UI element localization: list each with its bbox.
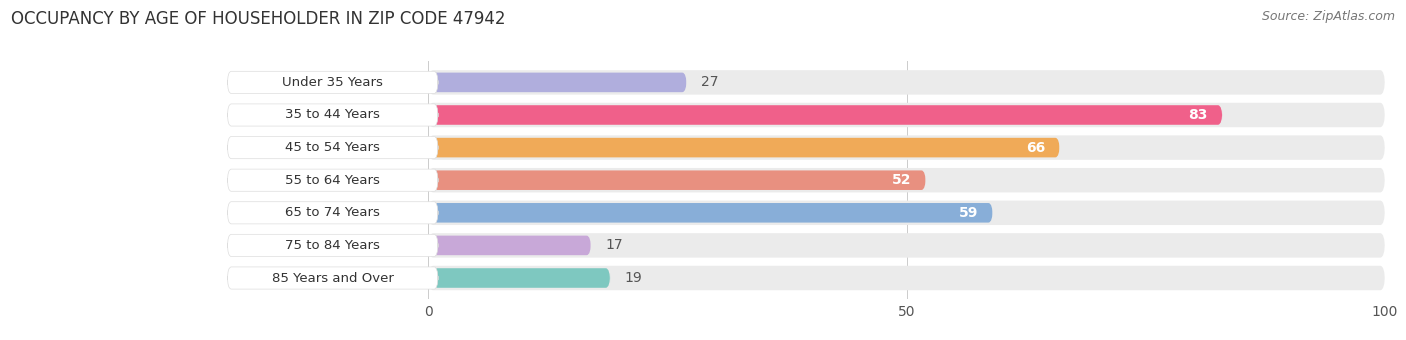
FancyBboxPatch shape [228, 202, 437, 224]
Text: 35 to 44 Years: 35 to 44 Years [285, 108, 380, 121]
Text: 52: 52 [891, 173, 911, 187]
FancyBboxPatch shape [429, 103, 1385, 127]
FancyBboxPatch shape [429, 266, 1385, 290]
FancyBboxPatch shape [429, 268, 610, 288]
Text: 59: 59 [959, 206, 979, 220]
FancyBboxPatch shape [429, 203, 993, 223]
FancyBboxPatch shape [228, 169, 437, 191]
FancyBboxPatch shape [228, 137, 437, 159]
Text: 65 to 74 Years: 65 to 74 Years [285, 206, 380, 219]
Text: 85 Years and Over: 85 Years and Over [271, 272, 394, 285]
Text: 19: 19 [624, 271, 643, 285]
Text: 83: 83 [1188, 108, 1208, 122]
FancyBboxPatch shape [228, 234, 437, 256]
FancyBboxPatch shape [228, 71, 437, 94]
Text: Source: ZipAtlas.com: Source: ZipAtlas.com [1261, 10, 1395, 23]
FancyBboxPatch shape [429, 201, 1385, 225]
Text: OCCUPANCY BY AGE OF HOUSEHOLDER IN ZIP CODE 47942: OCCUPANCY BY AGE OF HOUSEHOLDER IN ZIP C… [11, 10, 506, 28]
Text: 75 to 84 Years: 75 to 84 Years [285, 239, 380, 252]
FancyBboxPatch shape [228, 104, 437, 126]
FancyBboxPatch shape [429, 138, 1060, 157]
FancyBboxPatch shape [429, 170, 925, 190]
FancyBboxPatch shape [429, 105, 1222, 125]
FancyBboxPatch shape [429, 236, 591, 255]
Text: 45 to 54 Years: 45 to 54 Years [285, 141, 380, 154]
FancyBboxPatch shape [429, 135, 1385, 160]
FancyBboxPatch shape [228, 267, 437, 289]
Text: Under 35 Years: Under 35 Years [283, 76, 384, 89]
FancyBboxPatch shape [429, 168, 1385, 192]
Text: 66: 66 [1026, 141, 1045, 155]
FancyBboxPatch shape [429, 70, 1385, 95]
FancyBboxPatch shape [429, 233, 1385, 258]
Text: 27: 27 [702, 75, 718, 89]
Text: 55 to 64 Years: 55 to 64 Years [285, 174, 380, 187]
FancyBboxPatch shape [429, 73, 686, 92]
Text: 17: 17 [606, 238, 623, 252]
